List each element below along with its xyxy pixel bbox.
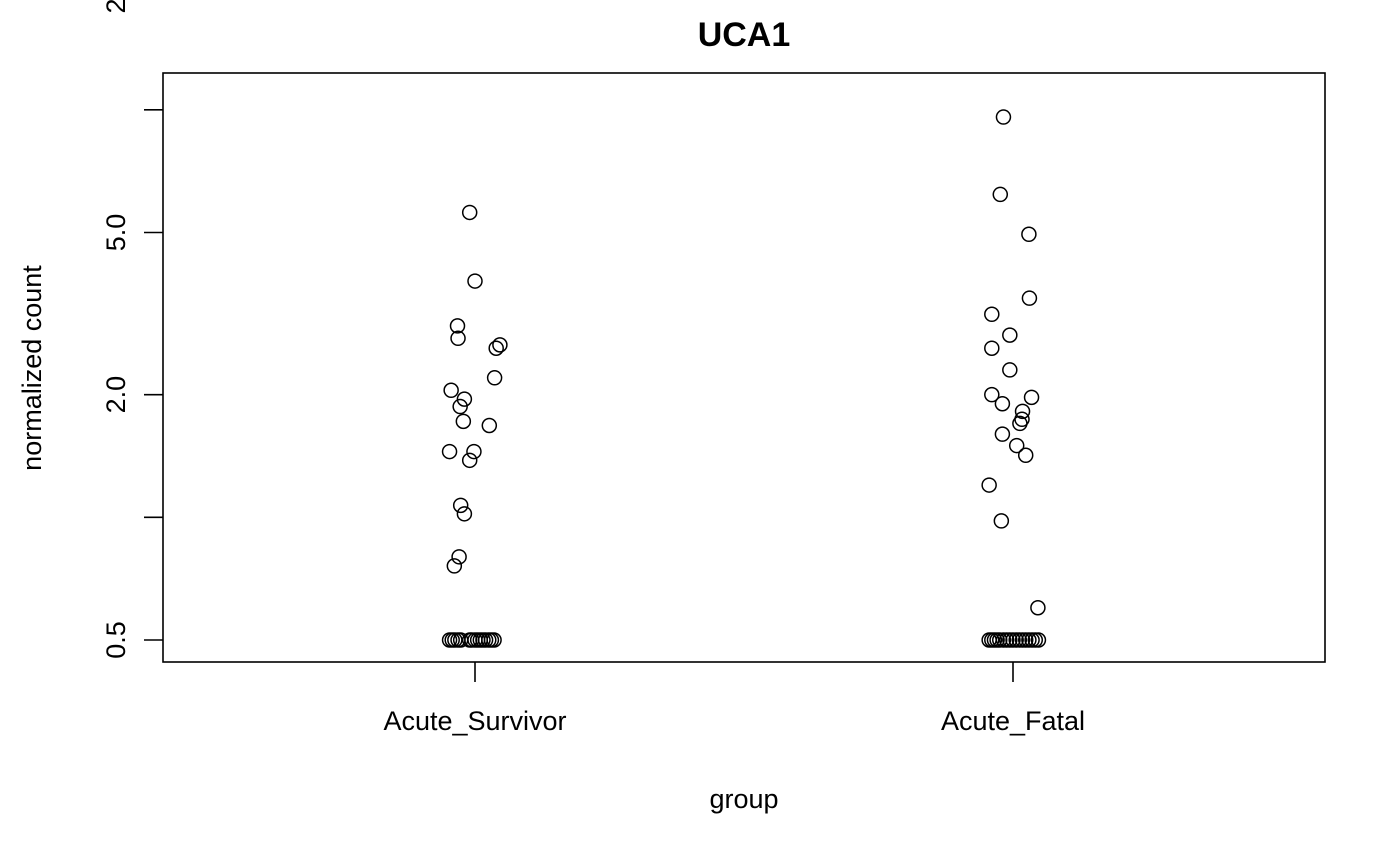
data-point [995,109,1012,125]
data-point [443,382,459,399]
data-point [992,186,1009,203]
data-point [1030,599,1046,616]
data-point [492,337,508,353]
data-point [1021,226,1037,243]
data-point [1008,437,1025,454]
y-axis-label: normalized count [17,265,47,471]
data-point [456,506,473,522]
x-tick-label: Acute_Fatal [941,706,1085,736]
data-point [481,417,498,434]
x-axis-label: group [709,784,778,814]
data-point [467,273,483,289]
data-point [486,632,502,648]
data-point [994,426,1011,442]
data-point [1014,403,1031,420]
data-point [441,443,458,460]
y-tick-label: 2.0 [101,376,131,414]
data-point [1023,389,1040,406]
data-point [452,398,468,415]
x-axis: Acute_Survivor Acute_Fatal [383,662,1085,736]
data-point [984,306,1000,323]
data-point [452,497,469,514]
y-tick-label: 20.0 [101,0,131,13]
chart-title: UCA1 [698,16,791,54]
data-point [446,558,463,574]
data-point [994,395,1011,412]
y-tick-label: 5.0 [101,214,131,252]
data-point [488,340,504,356]
data-point [461,452,478,469]
data-point [449,318,466,334]
data-point [456,391,473,407]
data-point [466,443,482,460]
data-point [461,204,478,221]
plot-frame [162,72,1326,663]
y-tick-label: 0.5 [101,621,131,659]
data-point [455,413,472,430]
data-point [450,330,466,347]
data-point [1002,327,1018,343]
y-axis: 0.52.05.020.0100.0 [101,0,163,659]
data-point [486,370,503,386]
data-point [1002,362,1018,378]
data-point [1017,447,1034,464]
data-point [984,386,1000,403]
data-point [451,549,467,565]
data-points [441,109,1047,648]
x-tick-label: Acute_Survivor [383,706,566,736]
data-point [1012,415,1028,432]
data-point [1021,290,1038,306]
data-point [993,513,1010,529]
data-point [981,477,997,493]
data-point [984,340,1000,356]
data-point [1030,632,1047,648]
